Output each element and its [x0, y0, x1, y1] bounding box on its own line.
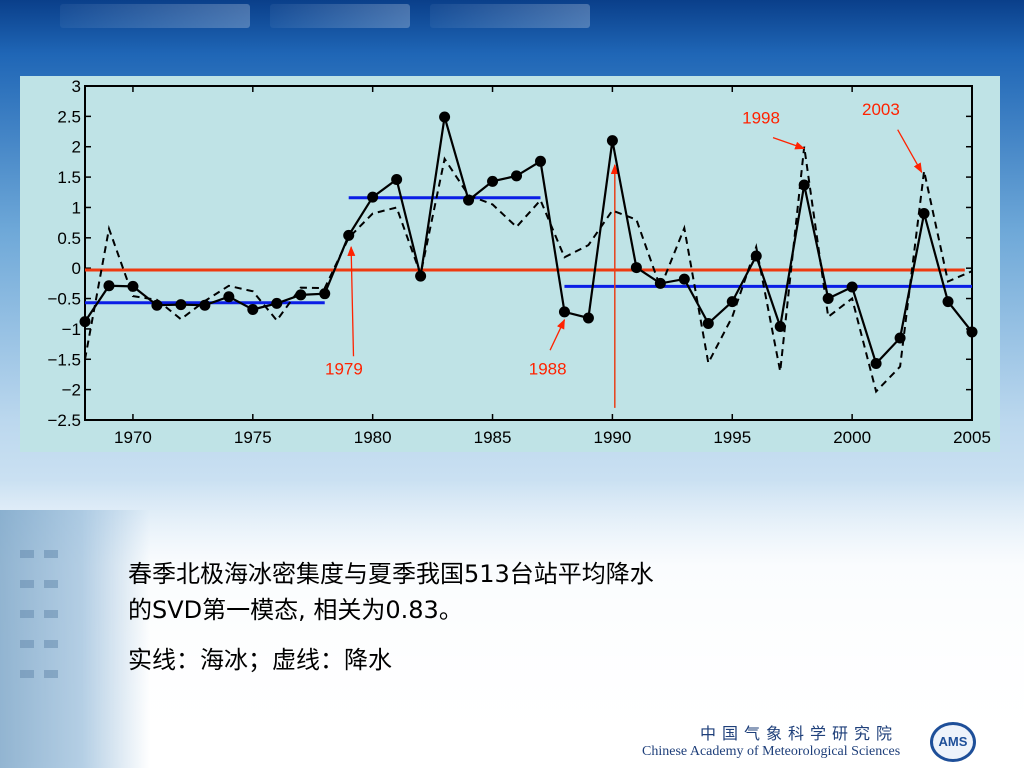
annotation-arrow	[549, 318, 566, 351]
x-tick-label: 2005	[953, 428, 991, 447]
sea-ice-data-point	[343, 229, 355, 241]
y-tick-label: 1.5	[57, 168, 81, 187]
sea-ice-data-point	[726, 296, 738, 308]
y-tick-label: −2	[62, 381, 81, 400]
sea-ice-data-point	[606, 135, 618, 147]
y-tick-label: 2	[72, 138, 81, 157]
sea-ice-data-point	[702, 317, 714, 329]
org-name-english: Chinese Academy of Meteorological Scienc…	[642, 744, 901, 759]
annotation-arrow	[347, 245, 356, 357]
background-decoration	[270, 4, 410, 28]
caption: 春季北极海冰密集度与夏季我国513台站平均降水 的SVD第一模态, 相关为0.8…	[128, 556, 908, 678]
sea-ice-data-point	[511, 170, 523, 182]
sea-ice-data-point	[367, 191, 379, 203]
x-tick-label: 1975	[234, 428, 272, 447]
chart-panel: 3 2.5 2 1.5 1 0.5 0 −0.5 −1 −1.5 −2 −2.5 1970 1975 198…	[20, 76, 1000, 452]
x-tick-label: 2000	[833, 428, 871, 447]
sea-ice-solid-line	[84, 116, 973, 366]
sea-ice-data-point	[630, 262, 642, 274]
sea-ice-data-point	[487, 175, 499, 187]
sea-ice-data-point	[319, 288, 331, 300]
precipitation-dashed-line	[84, 146, 973, 394]
caption-legend-note: 实线：海冰；虚线：降水	[128, 646, 392, 674]
sea-ice-data-point	[678, 273, 690, 285]
y-tick-label: 1	[72, 198, 81, 217]
sea-ice-data-point	[534, 155, 546, 167]
svd-line-chart: 3 2.5 2 1.5 1 0.5 0 −0.5 −1 −1.5 −2 −2.5 1970 1975 198…	[47, 77, 991, 447]
x-tick-label: 1995	[713, 428, 751, 447]
sea-ice-data-point	[558, 306, 570, 318]
y-tick-label: 2.5	[57, 107, 81, 126]
sea-ice-data-point	[391, 174, 403, 186]
sea-ice-data-point	[79, 316, 91, 328]
annotation-arrow	[772, 137, 806, 150]
sea-ice-data-point	[798, 179, 810, 191]
annotation-label: 1979	[325, 359, 363, 378]
sea-ice-data-point	[199, 299, 211, 311]
annotation-label: 1988	[529, 359, 567, 378]
plot-frame	[84, 85, 973, 421]
ams-logo: AMS	[930, 722, 976, 762]
background-building-image	[0, 510, 150, 768]
sea-ice-data-point	[942, 296, 954, 308]
sea-ice-data-point	[918, 208, 930, 220]
sea-ice-data-point	[870, 358, 882, 370]
caption-line-2: 的SVD第一模态, 相关为0.83。	[128, 596, 463, 624]
sea-ice-data-point	[295, 289, 307, 301]
sea-ice-data-point	[582, 312, 594, 324]
annotation-label: 2003	[862, 100, 900, 119]
annotation-arrow	[897, 129, 923, 174]
y-tick-label: 3	[72, 77, 81, 96]
sea-ice-data-point	[463, 194, 475, 206]
y-tick-label: −0.5	[47, 290, 81, 309]
sea-ice-data-point	[271, 297, 283, 309]
org-name-chinese: 中国气象科学研究院	[700, 724, 899, 743]
sea-ice-data-point	[846, 281, 858, 293]
sea-ice-data-point	[103, 280, 115, 292]
x-tick-label: 1980	[354, 428, 392, 447]
sea-ice-data-point	[774, 320, 786, 332]
y-tick-label: −1.5	[47, 350, 81, 369]
x-tick-label: 1985	[474, 428, 512, 447]
background-decoration	[60, 4, 250, 28]
background-lower	[0, 480, 1024, 768]
annotation-label: 1998	[742, 109, 780, 128]
sea-ice-data-point	[247, 303, 259, 315]
footer: 中国气象科学研究院 Chinese Academy of Meteorologi…	[640, 718, 1020, 766]
y-tick-label: −1	[62, 320, 81, 339]
sea-ice-data-point	[175, 299, 187, 311]
sea-ice-data-point	[822, 293, 834, 305]
sea-ice-data-point	[151, 299, 163, 311]
y-tick-label: −2.5	[47, 411, 81, 430]
y-tick-label: 0.5	[57, 229, 81, 248]
x-tick-label: 1990	[593, 428, 631, 447]
sea-ice-data-point	[439, 111, 451, 123]
background-decoration	[430, 4, 590, 28]
y-tick-label: 0	[72, 259, 81, 278]
sea-ice-data-point	[223, 291, 235, 303]
caption-line-1: 春季北极海冰密集度与夏季我国513台站平均降水	[128, 560, 654, 588]
sea-ice-data-point	[966, 326, 978, 338]
x-tick-label: 1970	[114, 428, 152, 447]
